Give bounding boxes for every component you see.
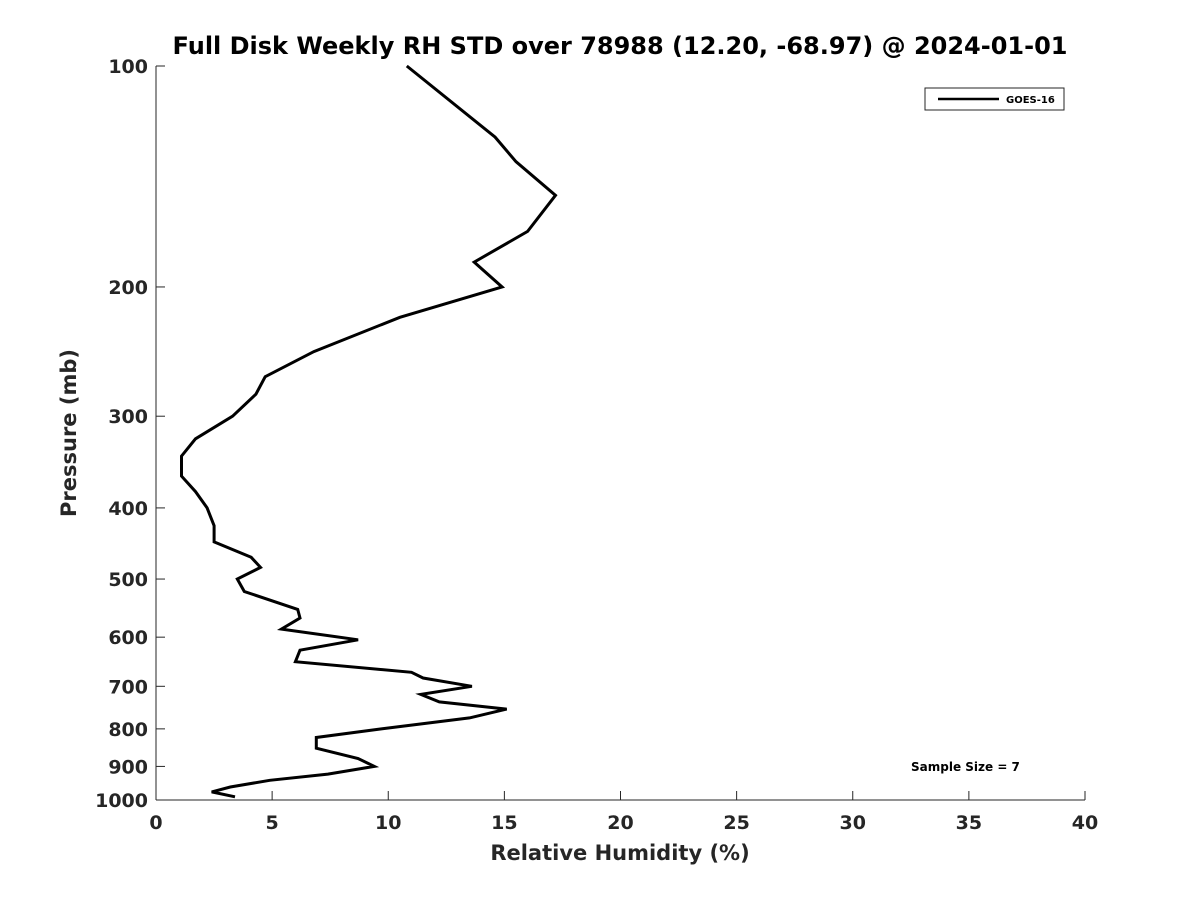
x-tick-label-15: 15 [491, 812, 517, 834]
series-layer [180, 64, 558, 799]
y-tick-label-800: 800 [108, 719, 148, 741]
y-tick-label-200: 200 [108, 277, 148, 299]
x-tick-label-5: 5 [266, 812, 279, 834]
y-tick-label-1000: 1000 [95, 790, 148, 812]
x-tick-label-10: 10 [375, 812, 401, 834]
x-tick-label-35: 35 [956, 812, 982, 834]
x-tick-label-40: 40 [1072, 812, 1098, 834]
y-tick-label-500: 500 [108, 569, 148, 591]
sample-size-annotation: Sample Size = 7 [911, 760, 1020, 774]
y-tick-label-600: 600 [108, 627, 148, 649]
y-tick-label-300: 300 [108, 406, 148, 428]
chart-title: Full Disk Weekly RH STD over 78988 (12.2… [173, 32, 1068, 60]
y-tick-label-100: 100 [108, 56, 148, 78]
y-tick-label-400: 400 [108, 498, 148, 520]
series-line-goes-16 [180, 64, 558, 799]
x-tick-label-30: 30 [840, 812, 866, 834]
x-tick-label-20: 20 [607, 812, 633, 834]
legend-label-goes16: GOES-16 [1006, 95, 1055, 106]
x-tick-label-0: 0 [149, 812, 162, 834]
x-axis: 0 5 10 15 20 25 30 35 40 [149, 791, 1098, 834]
legend: GOES-16 [924, 87, 1065, 111]
y-tick-label-900: 900 [108, 756, 148, 778]
x-axis-label: Relative Humidity (%) [490, 841, 749, 865]
y-axis-label: Pressure (mb) [57, 349, 81, 517]
y-axis: 100 200 300 400 500 600 700 800 900 1000 [95, 56, 165, 812]
x-tick-label-25: 25 [723, 812, 749, 834]
y-tick-label-700: 700 [108, 676, 148, 698]
